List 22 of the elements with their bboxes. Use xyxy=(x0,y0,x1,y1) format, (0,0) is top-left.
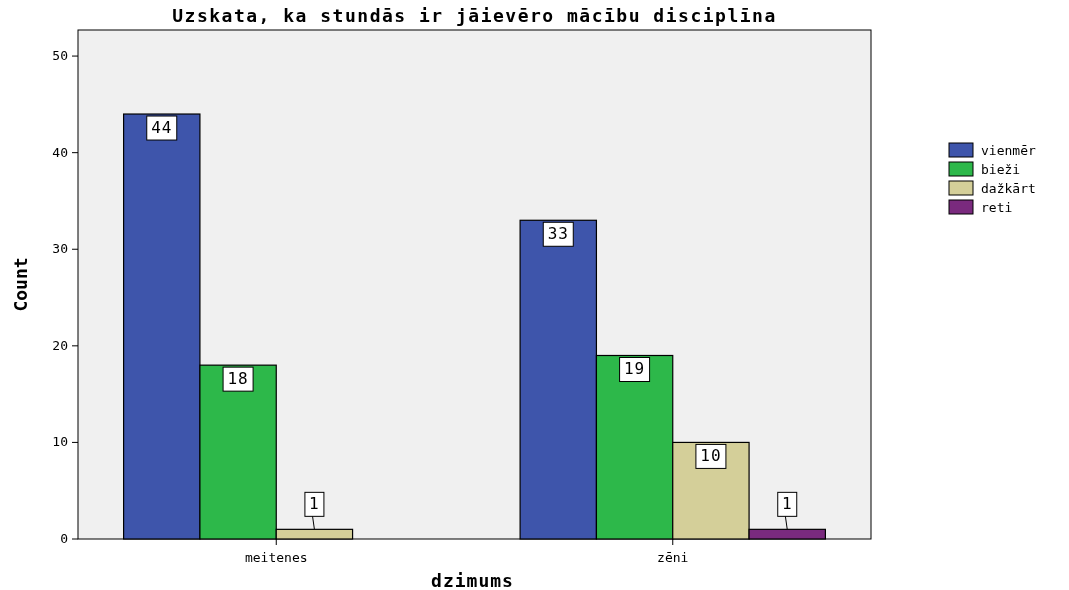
y-tick-label: 50 xyxy=(52,48,68,64)
legend-label: reti xyxy=(981,200,1013,215)
x-tick-label: zēni xyxy=(657,550,689,565)
data-label: 1 xyxy=(781,494,793,514)
data-label: 18 xyxy=(227,369,249,389)
y-tick-label: 0 xyxy=(60,531,68,546)
x-tick-label: meitenes xyxy=(244,550,308,565)
y-tick-label: 30 xyxy=(52,241,68,257)
legend-label: vienmēr xyxy=(981,143,1036,158)
y-tick-label: 20 xyxy=(52,337,68,353)
chart-title: Uzskata, ka stundās ir jāievēro mācību disciplīna xyxy=(172,5,777,26)
y-tick-label: 40 xyxy=(52,144,68,160)
data-label: 33 xyxy=(547,224,569,244)
data-label: 19 xyxy=(623,359,646,379)
legend-label: dažkārt xyxy=(981,181,1036,196)
y-tick-label: 10 xyxy=(52,434,68,450)
x-axis-title: dzimums xyxy=(431,570,514,590)
data-label: 10 xyxy=(700,446,722,466)
data-label: 1 xyxy=(309,494,320,514)
data-label: 44 xyxy=(151,118,173,138)
legend-label: bieži xyxy=(981,162,1021,177)
y-axis-title: Count xyxy=(10,257,31,312)
